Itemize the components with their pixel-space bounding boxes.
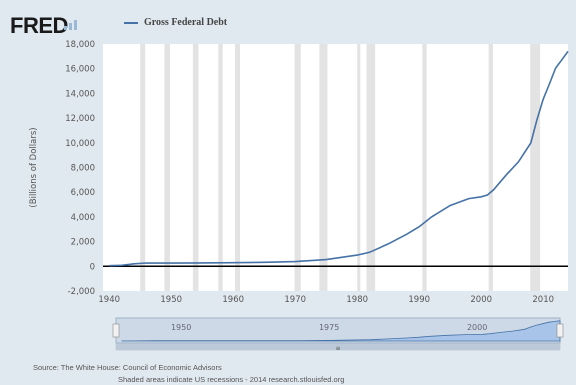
chart-legend: Gross Federal Debt — [124, 17, 227, 28]
x-tick-label: 1980 — [346, 295, 368, 305]
recession-band — [192, 44, 199, 291]
y-tick-label: 12,000 — [65, 114, 95, 124]
recession-band — [422, 44, 427, 291]
recession-band — [319, 44, 328, 291]
chart-svg: -2,000 0 2,000 4,000 6,000 8,000 10,000 12,000 1… — [29, 40, 569, 352]
legend-series-label: Gross Federal Debt — [144, 17, 228, 28]
y-tick-label: 0 — [90, 262, 95, 272]
source-note: Source: The White House: Council of Econ… — [33, 363, 222, 372]
y-tick-label: -2,000 — [68, 287, 95, 297]
scrollbar-grip-icon: ≡ — [335, 345, 340, 352]
fred-logo: FRED — [10, 13, 68, 38]
x-tick-label: 2010 — [532, 295, 554, 305]
x-tick-label: 2000 — [470, 295, 492, 305]
x-tick-label: 1990 — [408, 295, 430, 305]
navigator-handle[interactable] — [112, 323, 120, 338]
recession-band — [357, 44, 361, 291]
plot-area — [103, 44, 568, 291]
series-line — [109, 50, 569, 267]
recession-footnote: Shaded areas indicate US recessions - 20… — [118, 375, 345, 384]
x-tick-label: 1950 — [160, 295, 182, 305]
y-axis-label: (Billions of Dollars) — [29, 127, 39, 207]
graph-bars-icon — [64, 20, 77, 30]
recession-band — [140, 44, 146, 291]
recession-band — [164, 44, 170, 291]
recession-band — [218, 44, 223, 291]
recession-band — [294, 44, 301, 291]
x-tick-label: 1940 — [98, 295, 120, 305]
y-tick-label: 18,000 — [65, 40, 95, 50]
y-tick-label: 10,000 — [65, 139, 95, 149]
navigator-tick-label: 1950 — [171, 323, 191, 332]
navigator-tick-label: 1975 — [319, 323, 339, 332]
navigator-handle[interactable] — [556, 323, 564, 338]
y-tick-label: 4,000 — [71, 213, 95, 223]
y-tick-label: 8,000 — [71, 164, 95, 174]
x-tick-label: 1970 — [284, 295, 306, 305]
recession-band — [366, 44, 376, 291]
y-tick-label: 16,000 — [65, 65, 95, 75]
range-navigator[interactable]: 1950 1975 2000 ≡ — [112, 317, 564, 352]
y-tick-label: 6,000 — [71, 188, 95, 198]
y-tick-label: 14,000 — [65, 89, 95, 99]
legend-swatch — [124, 21, 138, 24]
recession-band — [530, 44, 541, 291]
recession-band — [235, 44, 241, 291]
x-tick-label: 1960 — [222, 295, 244, 305]
recession-band — [488, 44, 493, 291]
navigator-tick-label: 2000 — [467, 323, 487, 332]
navigator-scrollbar-thumb[interactable] — [116, 344, 560, 350]
y-tick-label: 2,000 — [71, 238, 95, 248]
navigator-series — [121, 320, 561, 342]
